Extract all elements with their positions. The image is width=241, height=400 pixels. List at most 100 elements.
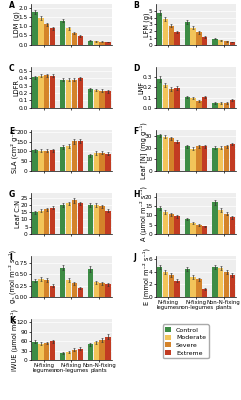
- Bar: [185, 22, 190, 45]
- Bar: [88, 269, 93, 297]
- Bar: [50, 28, 55, 45]
- Bar: [168, 138, 174, 171]
- Bar: [44, 209, 49, 234]
- Bar: [168, 90, 174, 108]
- Bar: [66, 352, 71, 360]
- Bar: [88, 89, 93, 108]
- Text: F: F: [133, 127, 139, 136]
- Bar: [44, 24, 49, 45]
- Bar: [38, 211, 44, 234]
- Bar: [60, 21, 66, 45]
- Bar: [66, 80, 71, 108]
- Bar: [50, 208, 55, 234]
- Bar: [174, 88, 180, 108]
- Bar: [50, 341, 55, 360]
- Bar: [50, 286, 55, 297]
- Text: E: E: [9, 127, 14, 136]
- Bar: [196, 280, 201, 297]
- Bar: [99, 91, 105, 108]
- Bar: [224, 214, 229, 234]
- Bar: [66, 146, 71, 171]
- Bar: [157, 79, 162, 108]
- Text: D: D: [133, 64, 140, 73]
- Bar: [105, 284, 111, 297]
- Bar: [212, 202, 218, 234]
- Y-axis label: SLA (cm² g⁻¹): SLA (cm² g⁻¹): [11, 128, 18, 173]
- Bar: [88, 155, 93, 171]
- Bar: [185, 96, 190, 108]
- Text: B: B: [133, 1, 139, 10]
- Bar: [33, 12, 38, 45]
- Bar: [33, 212, 38, 234]
- Bar: [230, 42, 235, 45]
- Bar: [105, 42, 111, 45]
- Bar: [50, 150, 55, 171]
- Bar: [190, 223, 196, 234]
- Bar: [44, 280, 49, 297]
- Y-axis label: Leaf [N] (mg g⁻¹): Leaf [N] (mg g⁻¹): [139, 122, 147, 179]
- Bar: [94, 90, 99, 108]
- Bar: [72, 283, 77, 297]
- Bar: [88, 205, 93, 234]
- Bar: [224, 146, 229, 171]
- Bar: [202, 226, 208, 234]
- Text: H: H: [133, 190, 140, 199]
- Text: C: C: [9, 64, 14, 73]
- Bar: [99, 42, 105, 45]
- Y-axis label: iWUE (μmol mol⁻¹): iWUE (μmol mol⁻¹): [11, 309, 18, 371]
- Bar: [105, 336, 111, 360]
- Bar: [190, 277, 196, 297]
- Bar: [224, 41, 229, 45]
- Bar: [78, 78, 83, 108]
- Bar: [94, 342, 99, 360]
- Bar: [38, 279, 44, 297]
- Bar: [163, 136, 168, 171]
- Bar: [168, 275, 174, 297]
- Bar: [218, 148, 223, 171]
- Bar: [105, 154, 111, 171]
- Bar: [163, 85, 168, 108]
- Bar: [230, 275, 235, 297]
- Bar: [105, 92, 111, 108]
- Bar: [44, 151, 49, 171]
- Bar: [224, 272, 229, 297]
- Bar: [196, 32, 201, 45]
- Bar: [33, 78, 38, 108]
- Bar: [60, 268, 66, 297]
- Bar: [157, 208, 162, 234]
- Bar: [78, 349, 83, 360]
- Bar: [174, 216, 180, 234]
- Bar: [157, 267, 162, 297]
- Bar: [60, 205, 66, 234]
- Bar: [212, 39, 218, 45]
- Y-axis label: A (μmol m⁻² s⁻¹): A (μmol m⁻² s⁻¹): [139, 186, 147, 241]
- Bar: [50, 76, 55, 108]
- Y-axis label: gₛ (mol m⁻² s⁻¹): gₛ (mol m⁻² s⁻¹): [9, 250, 16, 303]
- Bar: [99, 206, 105, 234]
- Bar: [174, 32, 180, 45]
- Bar: [33, 281, 38, 297]
- Bar: [60, 353, 66, 360]
- Bar: [190, 98, 196, 108]
- Bar: [157, 13, 162, 45]
- Y-axis label: Leaf C:N: Leaf C:N: [15, 200, 21, 228]
- Bar: [185, 219, 190, 234]
- Y-axis label: LFM (g): LFM (g): [143, 12, 150, 37]
- Bar: [202, 96, 208, 108]
- Text: A: A: [9, 1, 15, 10]
- Bar: [33, 342, 38, 360]
- Bar: [60, 80, 66, 108]
- Bar: [218, 40, 223, 45]
- Bar: [78, 288, 83, 297]
- Bar: [66, 28, 71, 45]
- Bar: [190, 28, 196, 45]
- Y-axis label: LMF: LMF: [138, 81, 144, 94]
- Bar: [185, 146, 190, 171]
- Bar: [190, 149, 196, 171]
- Bar: [72, 350, 77, 360]
- Bar: [196, 225, 201, 234]
- Bar: [72, 80, 77, 108]
- Bar: [38, 76, 44, 108]
- Bar: [78, 141, 83, 171]
- Bar: [230, 217, 235, 234]
